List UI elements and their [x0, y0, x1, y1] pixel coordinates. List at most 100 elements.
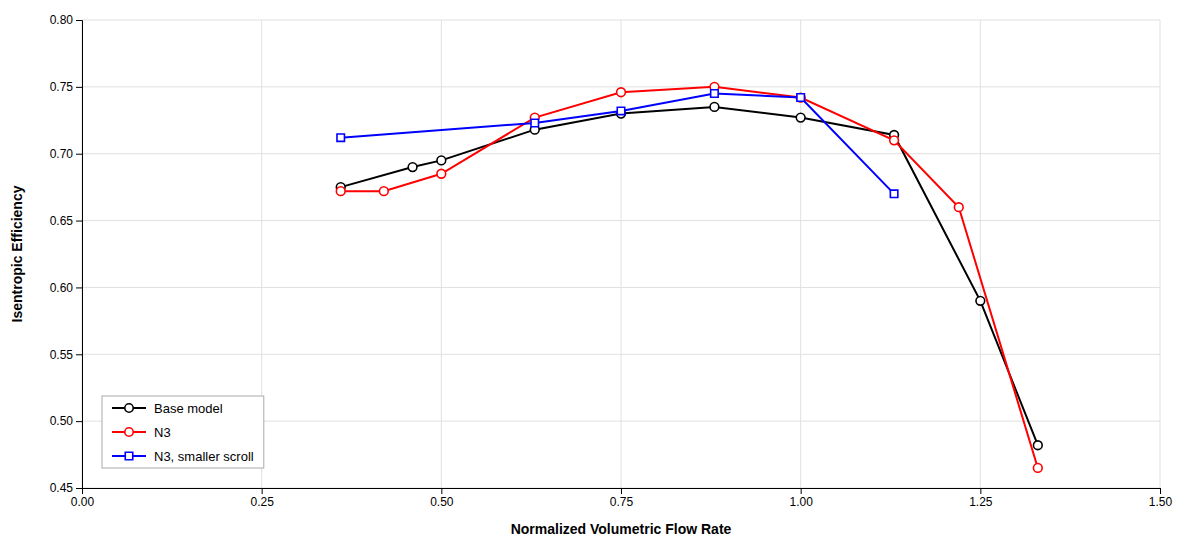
- x-axis: 0.00 0.25 0.50 0.75 1.00 1.25 1.50: [71, 488, 1173, 509]
- y-axis: 0.45 0.50 0.55 0.60 0.65 0.70 0.75 0.80: [50, 13, 83, 495]
- tick: 0.25: [250, 488, 274, 509]
- legend-label: N3: [154, 425, 171, 440]
- grid-line: [82, 20, 1160, 21]
- grid-line: [82, 153, 1160, 154]
- tick-label: 1.00: [789, 495, 813, 509]
- series-marker: [617, 88, 626, 97]
- series-marker: [437, 169, 446, 178]
- series-marker: [617, 107, 624, 114]
- series-marker: [711, 90, 718, 97]
- tick-mark: [76, 154, 82, 155]
- series-marker: [797, 94, 804, 101]
- tick: 0.75: [610, 488, 634, 509]
- tick-mark: [262, 488, 263, 494]
- series-line: [341, 94, 894, 194]
- series-line: [341, 87, 1038, 468]
- grid-line: [980, 20, 981, 488]
- x-axis-title: Normalized Volumetric Flow Rate: [511, 521, 732, 537]
- tick: 0.75: [50, 80, 82, 94]
- tick: 0.70: [50, 147, 82, 161]
- axis-line: [83, 489, 1161, 495]
- legend-label: N3, smaller scroll: [154, 449, 254, 464]
- tick-label: 0.45: [50, 481, 74, 495]
- series-marker: [796, 113, 805, 122]
- tick: 0.00: [71, 488, 95, 509]
- tick-mark: [76, 87, 82, 88]
- series-marker: [954, 203, 963, 212]
- series: [336, 82, 1042, 472]
- tick-mark: [441, 488, 442, 494]
- series-line: [341, 107, 1038, 445]
- tick: 0.80: [50, 13, 82, 27]
- series-marker: [1033, 464, 1042, 473]
- grid-line: [82, 287, 1160, 288]
- legend: Base model N3 N3, smaller scroll: [102, 396, 264, 468]
- plot-area: 0.00 0.25 0.50 0.75 1.00 1.25 1.50 0.45 0.50 0.55…: [50, 13, 1173, 508]
- tick-mark: [76, 287, 82, 288]
- tick: 0.65: [50, 214, 82, 228]
- tick-label: 0.80: [50, 13, 74, 27]
- tick-mark: [76, 421, 82, 422]
- legend-box: [102, 396, 264, 468]
- tick-mark: [621, 488, 622, 494]
- tick: 1.50: [1149, 488, 1173, 509]
- series: [337, 90, 898, 198]
- tick: 0.45: [50, 481, 82, 495]
- series-marker: [379, 187, 388, 196]
- legend-label: Base model: [154, 401, 223, 416]
- tick: 0.60: [50, 281, 82, 295]
- legend-marker: [125, 428, 133, 436]
- tick-label: 0.70: [50, 147, 74, 161]
- tick-mark: [980, 488, 981, 494]
- legend-marker: [125, 452, 132, 459]
- tick-mark: [76, 221, 82, 222]
- y-axis-title: Isentropic Efficiency: [9, 185, 25, 322]
- tick-mark: [76, 354, 82, 355]
- tick-label: 1.25: [969, 495, 993, 509]
- tick-label: 0.55: [50, 348, 74, 362]
- tick-mark: [76, 488, 82, 489]
- legend-item: N3: [112, 425, 171, 440]
- grid-line: [800, 20, 801, 488]
- tick-label: 0.00: [71, 495, 95, 509]
- tick: 0.55: [50, 348, 82, 362]
- series-marker: [337, 134, 344, 141]
- tick-mark: [1160, 488, 1161, 494]
- grid: [82, 20, 1160, 488]
- tick-mark: [801, 488, 802, 494]
- tick-label: 1.50: [1149, 495, 1173, 509]
- tick-label: 0.75: [610, 495, 634, 509]
- series-group: [336, 82, 1042, 472]
- grid-line: [82, 220, 1160, 221]
- legend-item: Base model: [112, 401, 223, 416]
- grid-line: [441, 20, 442, 488]
- series-marker: [408, 163, 417, 172]
- tick: 0.50: [430, 488, 454, 509]
- tick: 1.25: [969, 488, 993, 509]
- tick-label: 0.75: [50, 80, 74, 94]
- series-marker: [1033, 441, 1042, 450]
- series-marker: [796, 93, 805, 102]
- series-marker: [710, 103, 719, 112]
- legend-marker: [125, 404, 133, 412]
- series-marker: [976, 296, 985, 305]
- tick-mark: [76, 20, 82, 21]
- tick-label: 0.60: [50, 281, 74, 295]
- tick: 0.50: [50, 414, 82, 428]
- legend-item: N3, smaller scroll: [112, 449, 254, 464]
- series-marker: [890, 190, 897, 197]
- series-marker: [890, 136, 899, 145]
- series-marker: [336, 187, 345, 196]
- tick-label: 0.65: [50, 214, 74, 228]
- grid-line: [82, 354, 1160, 355]
- series: [336, 103, 1042, 450]
- grid-line: [1160, 20, 1161, 488]
- tick-label: 0.25: [250, 495, 274, 509]
- series-marker: [531, 119, 538, 126]
- chart: 0.00 0.25 0.50 0.75 1.00 1.25 1.50 0.45 0.50 0.55…: [0, 0, 1190, 550]
- axis-line: [76, 21, 83, 489]
- tick: 1.00: [789, 488, 813, 509]
- tick-label: 0.50: [50, 414, 74, 428]
- series-marker: [437, 156, 446, 165]
- tick-label: 0.50: [430, 495, 454, 509]
